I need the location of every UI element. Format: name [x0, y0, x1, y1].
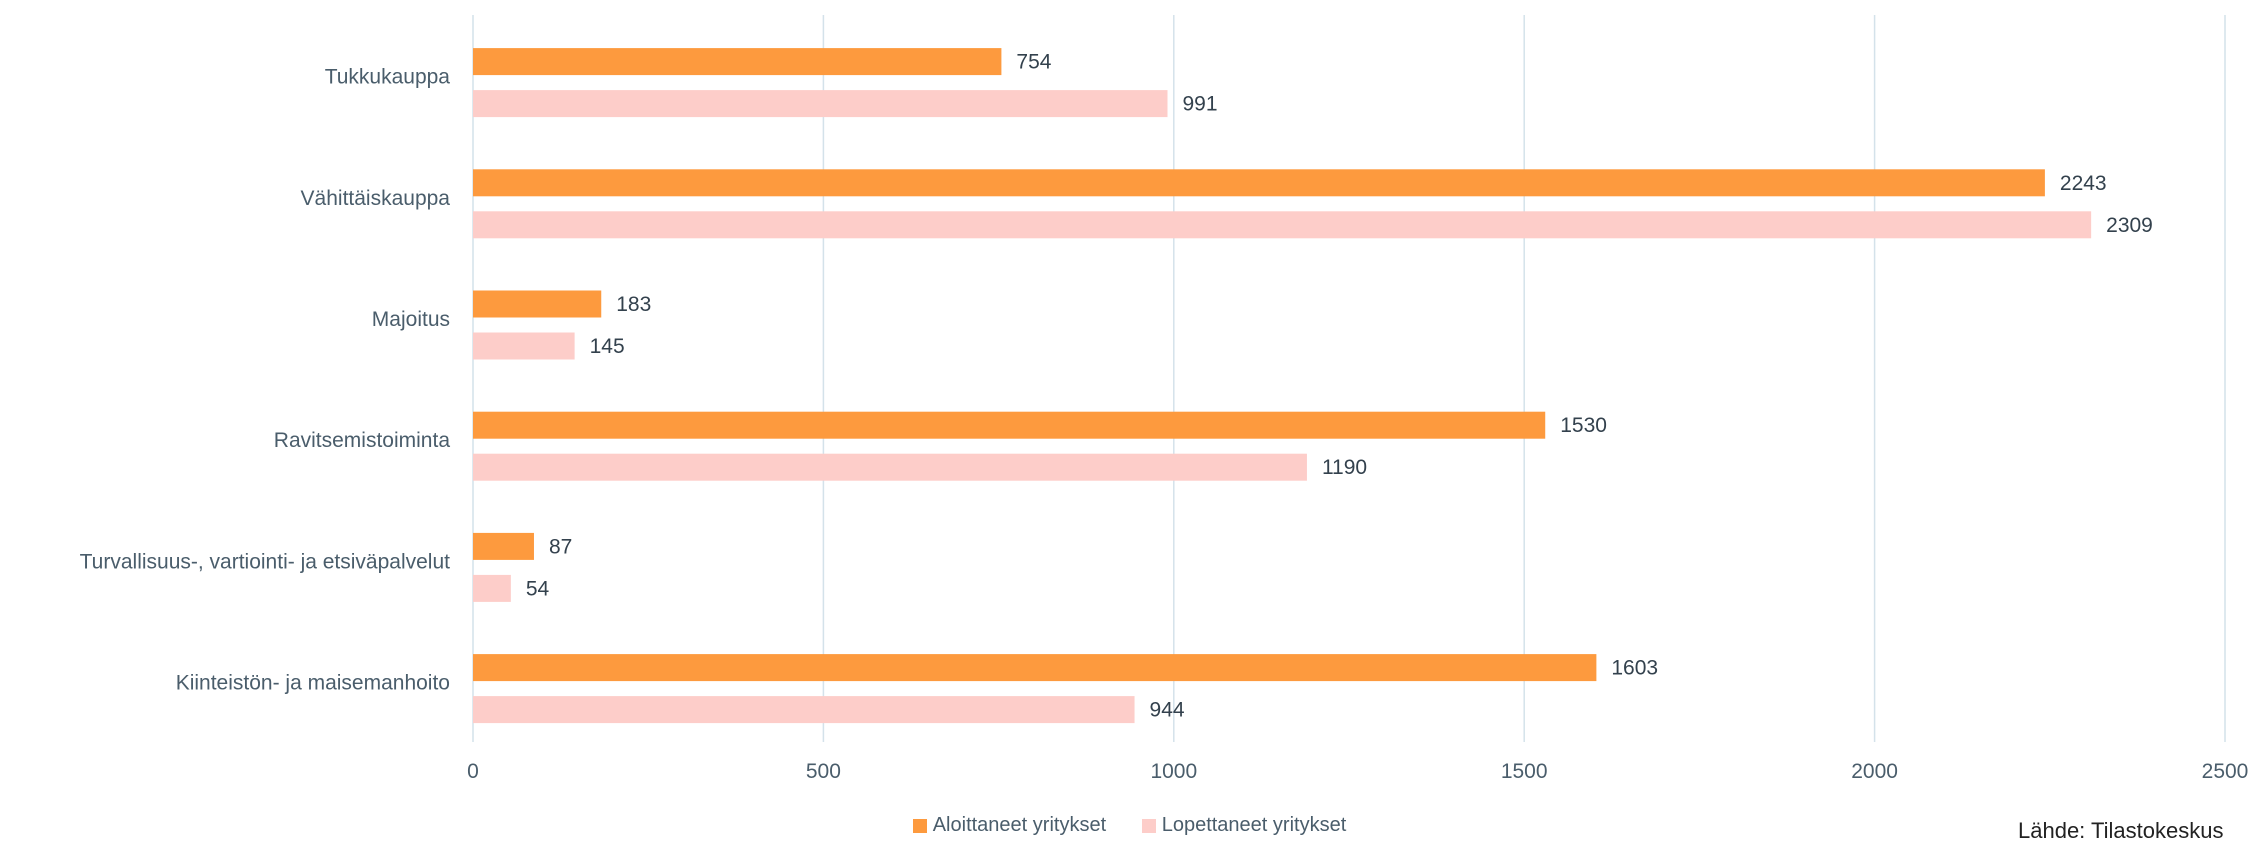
data-label: 54 — [526, 577, 550, 600]
bar-aloittaneet — [473, 411, 1546, 439]
legend-swatch-lopettaneet — [1141, 818, 1156, 833]
bar-lopettaneet — [473, 90, 1168, 118]
data-label: 754 — [1016, 51, 1051, 74]
x-tick-label: 1000 — [1150, 760, 1197, 783]
data-label: 944 — [1150, 699, 1185, 722]
data-label: 2309 — [2106, 214, 2153, 237]
x-axis-tick-labels: 0 500 1000 1500 2000 2500 — [467, 760, 2248, 783]
category-label: Kiinteistön- ja maisemanhoito — [176, 672, 450, 695]
data-label: 145 — [590, 335, 625, 358]
x-tick-label: 2000 — [1851, 760, 1898, 783]
data-label: 2243 — [2060, 172, 2107, 195]
bars — [473, 48, 2092, 724]
bar-aloittaneet — [473, 654, 1597, 682]
data-label: 991 — [1182, 93, 1217, 116]
gridlines — [472, 15, 2226, 742]
data-label: 87 — [549, 535, 572, 558]
bar-aloittaneet — [473, 169, 2045, 197]
legend-swatch-aloittaneet — [912, 818, 927, 833]
legend-label-aloittaneet: Aloittaneet yritykset — [932, 814, 1107, 836]
category-labels: Tukkukauppa Vähittäiskauppa Majoitus Ravits… — [80, 66, 451, 695]
x-tick-label: 1500 — [1501, 760, 1548, 783]
data-label: 1603 — [1611, 657, 1658, 680]
legend-item-lopettaneet: Lopettaneet yritykset — [1141, 814, 1347, 837]
x-tick-label: 0 — [467, 760, 479, 783]
data-label: 183 — [616, 293, 651, 316]
bar-lopettaneet — [473, 574, 511, 602]
bar-lopettaneet — [473, 211, 2092, 239]
bar-aloittaneet — [473, 532, 534, 560]
bar-aloittaneet — [473, 48, 1002, 76]
data-labels: 754 991 2243 2309 183 145 1530 1190 87 54 1603 944 — [526, 51, 2153, 722]
legend: Aloittaneet yritykset Lopettaneet yrityk… — [0, 814, 2259, 839]
bar-lopettaneet — [473, 332, 575, 360]
legend-label-lopettaneet: Lopettaneet yritykset — [1161, 814, 1347, 836]
bar-aloittaneet — [473, 290, 602, 318]
category-label: Turvallisuus-, vartiointi- ja etsiväpalv… — [80, 550, 451, 573]
data-label: 1530 — [1560, 414, 1607, 437]
source-note: Lähde: Tilastokeskus — [2018, 818, 2224, 843]
category-label: Ravitsemistoiminta — [274, 429, 451, 452]
bar-lopettaneet — [473, 453, 1307, 481]
category-label: Majoitus — [372, 308, 450, 331]
legend-item-aloittaneet: Aloittaneet yritykset — [912, 814, 1107, 837]
bar-lopettaneet — [473, 696, 1135, 724]
category-label: Tukkukauppa — [325, 66, 451, 89]
data-label: 1190 — [1322, 456, 1367, 479]
x-tick-label: 2500 — [2202, 760, 2249, 783]
category-label: Vähittäiskauppa — [301, 187, 451, 210]
x-tick-label: 500 — [806, 760, 841, 783]
